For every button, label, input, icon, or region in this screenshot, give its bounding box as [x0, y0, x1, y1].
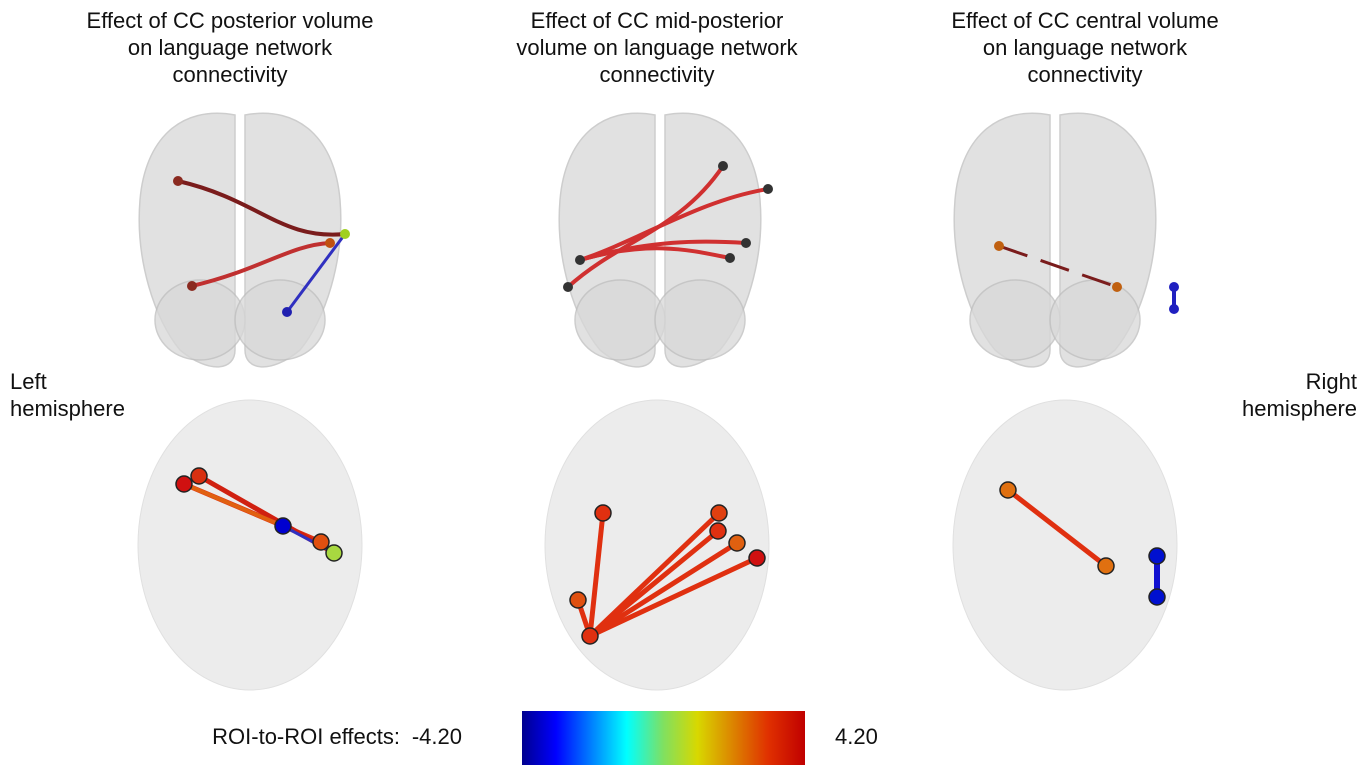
- brain-3d: [954, 113, 1156, 367]
- figure: Effect of CC posterior volumeon language…: [0, 0, 1359, 767]
- panel-title: on language network: [128, 35, 333, 60]
- panel-title: Effect of CC central volume: [951, 8, 1218, 33]
- left-label: hemisphere: [10, 396, 125, 421]
- node: [595, 505, 611, 521]
- node: [173, 176, 183, 186]
- node: [729, 535, 745, 551]
- brain-3d: [559, 113, 761, 367]
- node: [1098, 558, 1114, 574]
- node: [340, 229, 350, 239]
- node: [1112, 282, 1122, 292]
- node: [313, 534, 329, 550]
- panel-title: connectivity: [173, 62, 288, 87]
- right-label: hemisphere: [1242, 396, 1357, 421]
- panel-title: on language network: [983, 35, 1188, 60]
- left-label: Left: [10, 369, 47, 394]
- node: [191, 468, 207, 484]
- node: [563, 282, 573, 292]
- panel-title: volume on language network: [516, 35, 798, 60]
- panel-title: Effect of CC posterior volume: [87, 8, 374, 33]
- node: [582, 628, 598, 644]
- colorbar-label: ROI-to-ROI effects:: [212, 724, 400, 749]
- node: [763, 184, 773, 194]
- node: [1149, 548, 1165, 564]
- panel-title: connectivity: [600, 62, 715, 87]
- node: [187, 281, 197, 291]
- node: [176, 476, 192, 492]
- node: [575, 255, 585, 265]
- node: [1169, 304, 1179, 314]
- colorbar-tick-label: -4.20: [412, 724, 462, 749]
- node: [710, 523, 726, 539]
- axial-brain: [953, 400, 1177, 690]
- node: [711, 505, 727, 521]
- node: [741, 238, 751, 248]
- brain-3d-views: [139, 113, 1179, 367]
- colorbar-tick-label: 4.20: [835, 724, 878, 749]
- node: [282, 307, 292, 317]
- node: [326, 545, 342, 561]
- node: [1149, 589, 1165, 605]
- right-label: Right: [1306, 369, 1357, 394]
- node: [325, 238, 335, 248]
- node: [1169, 282, 1179, 292]
- node: [1000, 482, 1016, 498]
- node: [570, 592, 586, 608]
- colorbar: [522, 711, 805, 765]
- node: [725, 253, 735, 263]
- axial-views: [138, 400, 1177, 690]
- node: [275, 518, 291, 534]
- node: [718, 161, 728, 171]
- node: [749, 550, 765, 566]
- node: [994, 241, 1004, 251]
- panel-title: Effect of CC mid-posterior: [531, 8, 784, 33]
- panel-title: connectivity: [1028, 62, 1143, 87]
- brain-3d: [139, 113, 341, 367]
